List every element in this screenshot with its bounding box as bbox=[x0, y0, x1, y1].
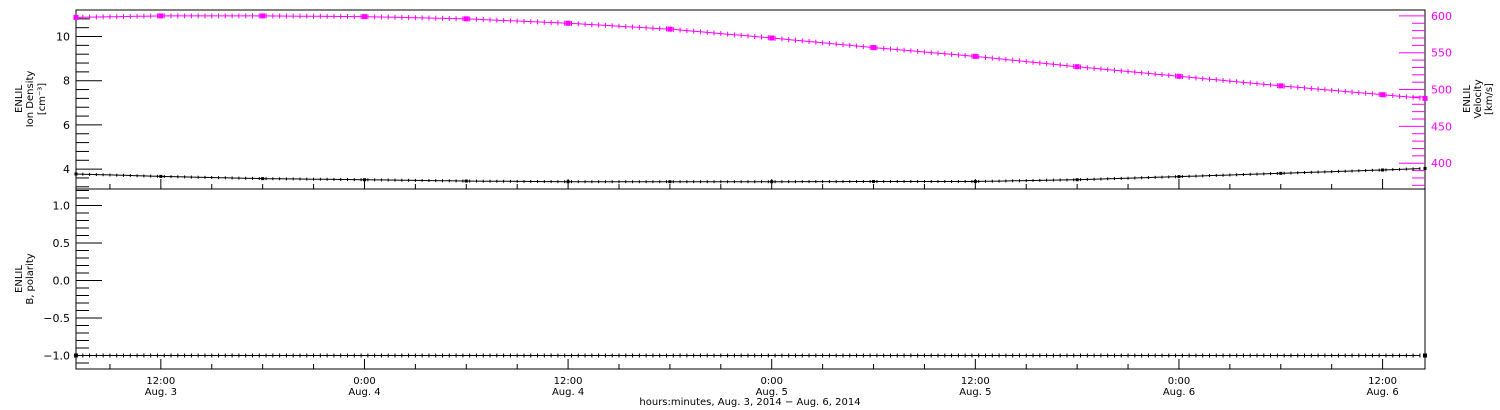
x-tick-time-label: 12:00 bbox=[554, 376, 583, 387]
x-tick-time-label: 0:00 bbox=[353, 376, 375, 387]
density-point bbox=[261, 177, 265, 181]
velocity-axis-ticks: 400 450 500 550 600 bbox=[1399, 10, 1452, 186]
x-tick-time-label: 0:00 bbox=[760, 376, 782, 387]
velocity-series bbox=[73, 13, 1428, 101]
y-tick-label: 550 bbox=[1431, 47, 1452, 60]
x-tick-time-label: 12:00 bbox=[961, 376, 990, 387]
density-point bbox=[973, 179, 977, 183]
y-tick-label: 450 bbox=[1431, 120, 1452, 133]
x-tick-time-label: 0:00 bbox=[1168, 376, 1190, 387]
polarity-axis-title-line1: ENLIL bbox=[14, 265, 25, 293]
polarity-axis-ticks: −1.0 −0.5 0.0 0.5 1.0 bbox=[43, 190, 102, 364]
x-tick-time-label: 12:00 bbox=[1368, 376, 1397, 387]
density-axis-title-line3: [cm⁻³] bbox=[37, 83, 48, 115]
y-tick-label: 400 bbox=[1431, 157, 1452, 170]
velocity-point bbox=[1422, 95, 1428, 101]
bottom-x-ticks bbox=[109, 359, 1384, 369]
x-tick-date-label: Aug. 6 bbox=[1366, 387, 1398, 398]
density-point bbox=[1423, 166, 1427, 170]
x-tick-date-label: Aug. 5 bbox=[959, 387, 991, 398]
polarity-series bbox=[74, 353, 1427, 358]
density-point bbox=[1075, 178, 1079, 182]
velocity-point bbox=[361, 14, 367, 20]
density-point bbox=[362, 178, 366, 182]
y-tick-label: 10 bbox=[56, 31, 70, 44]
x-tick-date-label: Aug. 4 bbox=[348, 387, 380, 398]
y-tick-label: 6 bbox=[63, 119, 70, 132]
density-series bbox=[74, 166, 1427, 184]
x-tick-date-label: Aug. 3 bbox=[145, 387, 177, 398]
polarity-point bbox=[1423, 353, 1427, 358]
density-point bbox=[464, 179, 468, 183]
velocity-point bbox=[158, 13, 164, 19]
velocity-axis-title-line3: [km/s] bbox=[1484, 83, 1495, 115]
polarity-axis-title-line2: B, polarity bbox=[25, 253, 36, 304]
x-tick-date-label: Aug. 5 bbox=[756, 387, 788, 398]
velocity-point bbox=[463, 16, 469, 22]
velocity-axis-title-line1: ENLIL bbox=[1462, 85, 1473, 113]
velocity-point bbox=[1278, 83, 1284, 89]
density-axis-title-line1: ENLIL bbox=[14, 85, 25, 113]
density-axis-title-line2: Ion Density bbox=[25, 71, 36, 128]
velocity-point bbox=[871, 45, 877, 51]
velocity-point bbox=[972, 53, 978, 59]
y-tick-label: 600 bbox=[1431, 10, 1452, 23]
x-tick-date-label: Aug. 4 bbox=[552, 387, 584, 398]
velocity-point bbox=[769, 35, 775, 41]
bottom-panel-frame bbox=[75, 188, 1426, 370]
y-tick-label: 0.5 bbox=[53, 237, 71, 250]
top-x-ticks bbox=[109, 179, 1384, 189]
velocity-axis-title-line2: Velocity bbox=[1473, 79, 1484, 118]
y-tick-label: −0.5 bbox=[43, 312, 70, 325]
density-point bbox=[872, 179, 876, 183]
density-point bbox=[1381, 168, 1385, 172]
x-axis-title: hours:minutes, Aug. 3, 2014 − Aug. 6, 20… bbox=[639, 397, 860, 408]
density-point bbox=[1279, 171, 1283, 175]
density-point bbox=[1177, 175, 1181, 179]
x-tick-time-label: 12:00 bbox=[146, 376, 175, 387]
y-tick-label: 0.0 bbox=[53, 275, 71, 288]
y-tick-label: 500 bbox=[1431, 84, 1452, 97]
y-tick-label: 4 bbox=[63, 163, 70, 176]
velocity-point bbox=[1380, 92, 1386, 98]
velocity-point bbox=[1074, 64, 1080, 70]
y-tick-label: −1.0 bbox=[43, 350, 70, 363]
density-line bbox=[75, 168, 1420, 183]
density-point bbox=[159, 174, 163, 178]
bottom-panel: −1.0 −0.5 0.0 0.5 1.0 ENLIL B, polarity bbox=[14, 188, 1427, 370]
x-tick-date-label: Aug. 6 bbox=[1163, 387, 1195, 398]
density-axis-ticks: 4 6 8 10 bbox=[56, 9, 102, 188]
y-tick-label: 1.0 bbox=[53, 200, 71, 213]
velocity-point bbox=[565, 20, 571, 26]
y-tick-label: 8 bbox=[63, 75, 70, 88]
velocity-line bbox=[75, 15, 1420, 99]
density-point bbox=[566, 180, 570, 184]
velocity-point bbox=[260, 13, 266, 19]
velocity-point bbox=[1176, 73, 1182, 79]
density-point bbox=[770, 180, 774, 184]
top-panel-frame bbox=[75, 9, 1426, 190]
density-point bbox=[668, 180, 672, 184]
velocity-point bbox=[667, 26, 673, 32]
